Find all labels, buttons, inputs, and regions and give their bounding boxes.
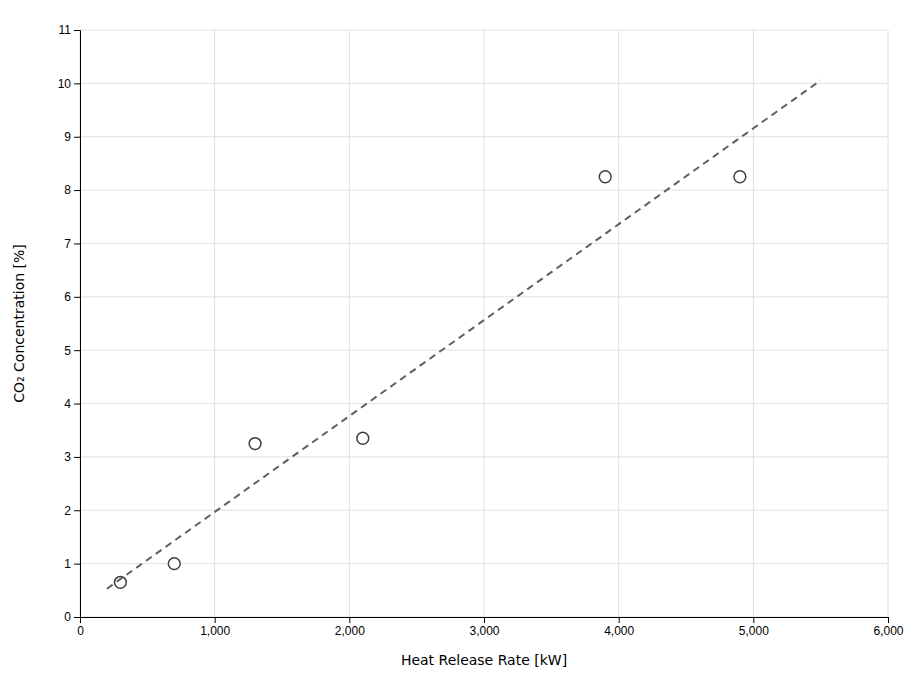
grid-line [80,563,888,564]
tick-mark [74,297,80,298]
tick: 6,000 [873,617,903,638]
grid-line [484,30,485,617]
tick: 0 [64,610,80,624]
tick-mark [888,617,889,623]
tick: 3,000 [469,617,499,638]
tick-mark [619,617,620,623]
tick-mark [74,457,80,458]
tick: 1,000 [200,617,230,638]
tick-label: 0 [64,610,71,624]
grid-line [618,30,619,617]
grid-line [80,243,888,244]
tick: 5,000 [739,617,769,638]
tick-mark [74,243,80,244]
grid-line [80,510,888,511]
tick-label: 8 [64,183,71,197]
tick-mark [74,350,80,351]
tick: 1 [64,557,80,571]
trend-line [107,80,821,588]
tick-mark [215,617,216,623]
tick-label: 1,000 [200,624,230,638]
tick-label: 3,000 [469,624,499,638]
tick-label: 11 [59,23,72,37]
tick-label: 5,000 [739,624,769,638]
y-axis-title: CO₂ Concentration [%] [11,244,27,403]
grid-line [80,403,888,404]
chart: 0 1,000 2,000 3,000 4,000 5,000 6,000 0 1 2 3 4 5 6 7 8… [0,0,923,687]
tick-label: 3 [64,450,71,464]
tick: 2 [64,504,80,518]
tick: 8 [64,183,80,197]
y-axis: 0 1 2 3 4 5 6 7 8 9 10 11 [58,23,81,624]
grid-line [214,30,215,617]
tick-mark [74,137,80,138]
point [168,558,180,570]
x-axis: 0 1,000 2,000 3,000 4,000 5,000 6,000 [77,617,904,638]
tick-mark [74,30,80,31]
tick-mark [74,83,80,84]
tick: 4,000 [604,617,634,638]
tick-mark [753,617,754,623]
point [599,171,611,183]
tick-label: 4 [64,397,71,411]
tick-mark [74,510,80,511]
grid-line [80,296,888,297]
grid-line [80,136,888,137]
tick-label: 6,000 [873,624,903,638]
marks [107,80,821,588]
tick-label: 2,000 [335,624,365,638]
grid-line [888,30,889,617]
tick-label: 1 [64,557,71,571]
tick-mark [484,617,485,623]
tick-mark [74,617,80,618]
tick-label: 6 [64,290,71,304]
tick: 2,000 [335,617,365,638]
grid-line [80,190,888,191]
tick-mark [74,564,80,565]
grid-line [80,350,888,351]
tick: 6 [64,290,80,304]
tick: 5 [64,344,80,358]
grid-line [80,83,888,84]
grid-line [80,30,888,31]
tick-label: 4,000 [604,624,634,638]
y-axis-line [74,31,81,618]
tick-label: 7 [64,237,71,251]
tick: 7 [64,237,80,251]
point [249,438,261,450]
tick-label: 0 [77,624,84,638]
tick-label: 9 [64,130,71,144]
grid-line [753,30,754,617]
tick-label: 10 [58,77,72,91]
tick: 9 [64,130,80,144]
tick: 0 [77,617,84,638]
tick-label: 2 [64,504,71,518]
tick-mark [74,404,80,405]
tick-mark [349,617,350,623]
plot: 0 1,000 2,000 3,000 4,000 5,000 6,000 0 1 2 3 4 5 6 7 8… [58,23,904,637]
tick: 11 [59,23,80,37]
point [734,171,746,183]
tick: 4 [64,397,80,411]
tick-mark [74,190,80,191]
point [357,432,369,444]
x-axis-title: Heat Release Rate [kW] [401,652,567,668]
tick-label: 5 [64,344,71,358]
tick: 10 [58,77,80,91]
x-axis-line [81,618,889,624]
grid-line [80,456,888,457]
grid [80,30,888,617]
grid-line [349,30,350,617]
tick: 3 [64,450,80,464]
